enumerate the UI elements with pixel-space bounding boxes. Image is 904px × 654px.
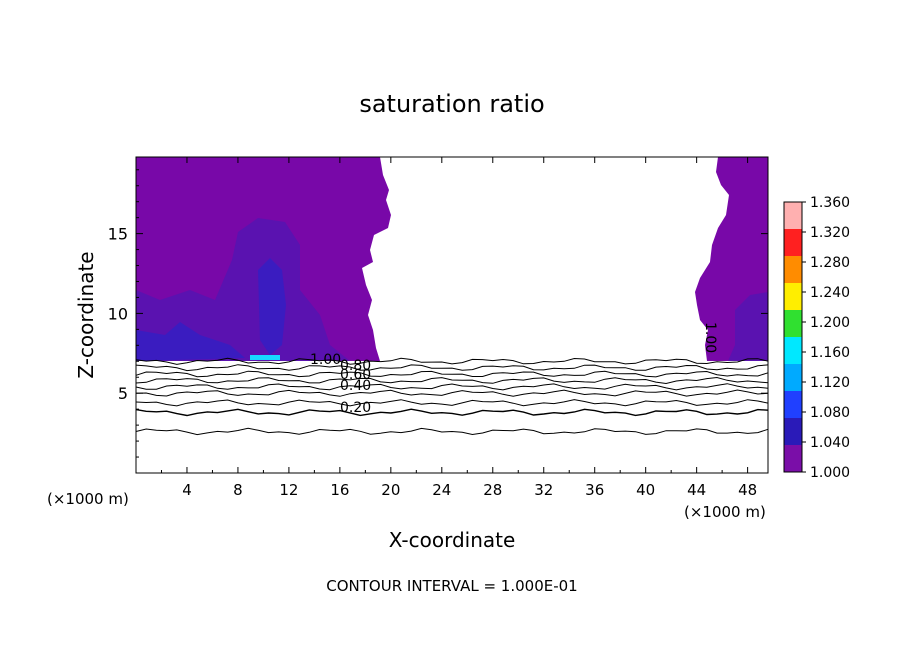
colorbar-segment	[784, 310, 802, 338]
colorbar-segment	[784, 283, 802, 311]
contour-line	[135, 364, 769, 372]
x-tick-label: 24	[432, 481, 451, 499]
colorbar-segment	[784, 202, 802, 230]
contour-label-0.20: 0.20	[340, 400, 371, 416]
y-tick-label: 5	[118, 384, 128, 403]
contour-label-1.00: 1.00	[310, 352, 341, 368]
colorbar-segment	[784, 391, 802, 419]
x-axis-ticks: 4 8 12 16 20 24 28 32 36 40 44 48	[160, 157, 757, 499]
colorbar-segment	[784, 364, 802, 392]
contour-line	[135, 427, 769, 436]
colorbar-label: 1.320	[810, 225, 850, 241]
contour-label-0.40: 0.40	[340, 378, 371, 394]
x-axis-unit-left: (×1000 m)	[47, 490, 129, 508]
x-tick-label: 32	[534, 481, 553, 499]
x-tick-label: 4	[182, 481, 192, 499]
x-tick-label: 12	[279, 481, 298, 499]
y-axis-label: Z-coordinate	[74, 251, 98, 378]
contour-line	[135, 399, 769, 407]
contour-interval-note: CONTOUR INTERVAL = 1.000E-01	[326, 577, 577, 595]
colorbar-label: 1.000	[810, 465, 850, 481]
y-tick-label: 15	[108, 225, 128, 244]
peak-supersaturation-spot	[250, 355, 280, 360]
left-high-column	[258, 258, 286, 355]
colorbar-label: 1.080	[810, 405, 850, 421]
colorbar-segment	[784, 256, 802, 284]
x-tick-label: 36	[585, 481, 604, 499]
colorbar-label: 1.240	[810, 285, 850, 301]
colorbar-label: 1.120	[810, 375, 850, 391]
contour-line	[135, 408, 769, 417]
x-tick-label: 8	[233, 481, 243, 499]
x-tick-label: 20	[381, 481, 400, 499]
x-tick-label: 28	[483, 481, 502, 499]
contour-lines	[135, 357, 769, 436]
x-tick-label: 44	[687, 481, 706, 499]
contour-label-0.60: 0.60	[340, 367, 371, 383]
chart-title: saturation ratio	[359, 90, 544, 118]
colorbar-label: 1.360	[810, 195, 850, 211]
y-axis-ticks: 5 10 15	[108, 169, 768, 458]
x-tick-label: 40	[636, 481, 655, 499]
colorbar-segment	[784, 445, 802, 473]
left-high-region	[136, 322, 245, 361]
plot-frame	[135, 156, 769, 474]
cloud-edge-label: 1.00	[702, 322, 718, 353]
contour-line	[135, 370, 769, 378]
contour-line	[135, 357, 769, 365]
colorbar-segment	[784, 337, 802, 365]
x-tick-label: 16	[330, 481, 349, 499]
contour-line	[135, 383, 769, 391]
x-axis-label: X-coordinate	[389, 528, 516, 552]
y-tick-label: 10	[108, 304, 128, 323]
contour-line	[135, 389, 769, 397]
x-axis-unit-right: (×1000 m)	[684, 503, 766, 521]
contour-label-0.80: 0.80	[340, 358, 371, 374]
colorbar-label: 1.160	[810, 345, 850, 361]
colorbar: 1.360 1.320 1.280 1.240 1.200 1.160 1.120 1.080…	[783, 195, 850, 481]
colorbar-label: 1.040	[810, 435, 850, 451]
colorbar-frame	[783, 201, 803, 473]
contour-line	[135, 376, 769, 385]
colorbar-segment	[784, 229, 802, 257]
left-moderate-region	[136, 218, 350, 361]
x-tick-label: 48	[738, 481, 757, 499]
colorbar-segment	[784, 418, 802, 446]
right-moderate-region	[728, 292, 768, 361]
colorbar-label: 1.200	[810, 315, 850, 331]
colorbar-label: 1.280	[810, 255, 850, 271]
plot-area: 1.00 0.80 0.60 0.40 0.20 1.00	[135, 156, 769, 474]
